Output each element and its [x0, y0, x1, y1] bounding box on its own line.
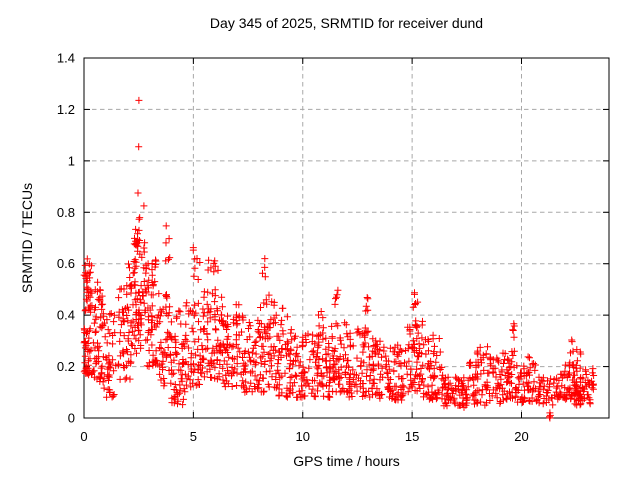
- y-tick-label: 0.6: [57, 256, 75, 271]
- y-tick-label: 0.4: [57, 308, 75, 323]
- x-axis-label: GPS time / hours: [293, 453, 400, 469]
- y-tick-label: 1.2: [57, 102, 75, 117]
- plot-border: [83, 57, 610, 419]
- y-tick-label: 1.4: [57, 51, 75, 66]
- x-tick-label: 20: [514, 429, 528, 444]
- x-tick-label: 0: [80, 429, 87, 444]
- chart-title: Day 345 of 2025, SRMTID for receiver dun…: [209, 15, 484, 31]
- y-tick-label: 1: [68, 153, 75, 168]
- x-tick-label: 15: [405, 429, 419, 444]
- scatter-points: [80, 96, 598, 422]
- y-tick-label: 0: [68, 411, 75, 426]
- y-axis-label: SRMTID / TECUs: [19, 182, 35, 294]
- y-tick-label: 0.2: [57, 359, 75, 374]
- x-tick-label: 10: [296, 429, 310, 444]
- x-tick-label: 5: [190, 429, 197, 444]
- y-tick-label: 0.8: [57, 205, 75, 220]
